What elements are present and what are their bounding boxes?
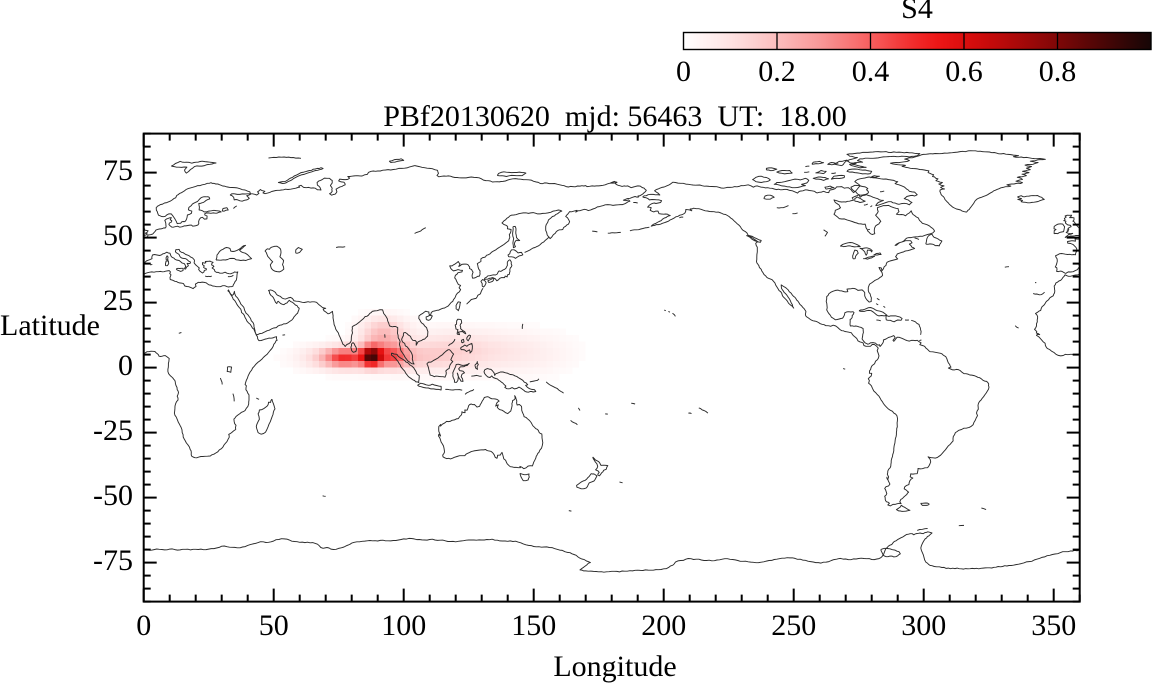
svg-text:-25: -25 <box>93 414 133 447</box>
svg-text:25: 25 <box>103 284 133 317</box>
svg-text:200: 200 <box>641 609 686 642</box>
svg-text:100: 100 <box>381 609 426 642</box>
svg-text:350: 350 <box>1031 609 1076 642</box>
svg-text:0.6: 0.6 <box>945 55 983 88</box>
svg-text:50: 50 <box>103 219 133 252</box>
svg-text:75: 75 <box>103 154 133 187</box>
svg-text:250: 250 <box>771 609 816 642</box>
svg-text:0.4: 0.4 <box>852 55 890 88</box>
svg-text:300: 300 <box>901 609 946 642</box>
svg-text:50: 50 <box>259 609 289 642</box>
svg-text:Latitude: Latitude <box>0 309 100 342</box>
svg-text:Longitude: Longitude <box>553 650 676 683</box>
svg-text:PBf20130620 mjd: 56463 UT:: PBf20130620 mjd: 56463 UT: 18.00 <box>383 100 847 133</box>
svg-text:0: 0 <box>118 349 133 382</box>
svg-text:0: 0 <box>136 609 151 642</box>
svg-text:-50: -50 <box>93 479 133 512</box>
svg-text:0.8: 0.8 <box>1039 55 1077 88</box>
svg-text:-75: -75 <box>93 544 133 577</box>
svg-text:0: 0 <box>676 55 691 88</box>
svg-text:0.2: 0.2 <box>758 55 796 88</box>
svg-text:150: 150 <box>511 609 556 642</box>
svg-text:S4: S4 <box>901 0 933 25</box>
